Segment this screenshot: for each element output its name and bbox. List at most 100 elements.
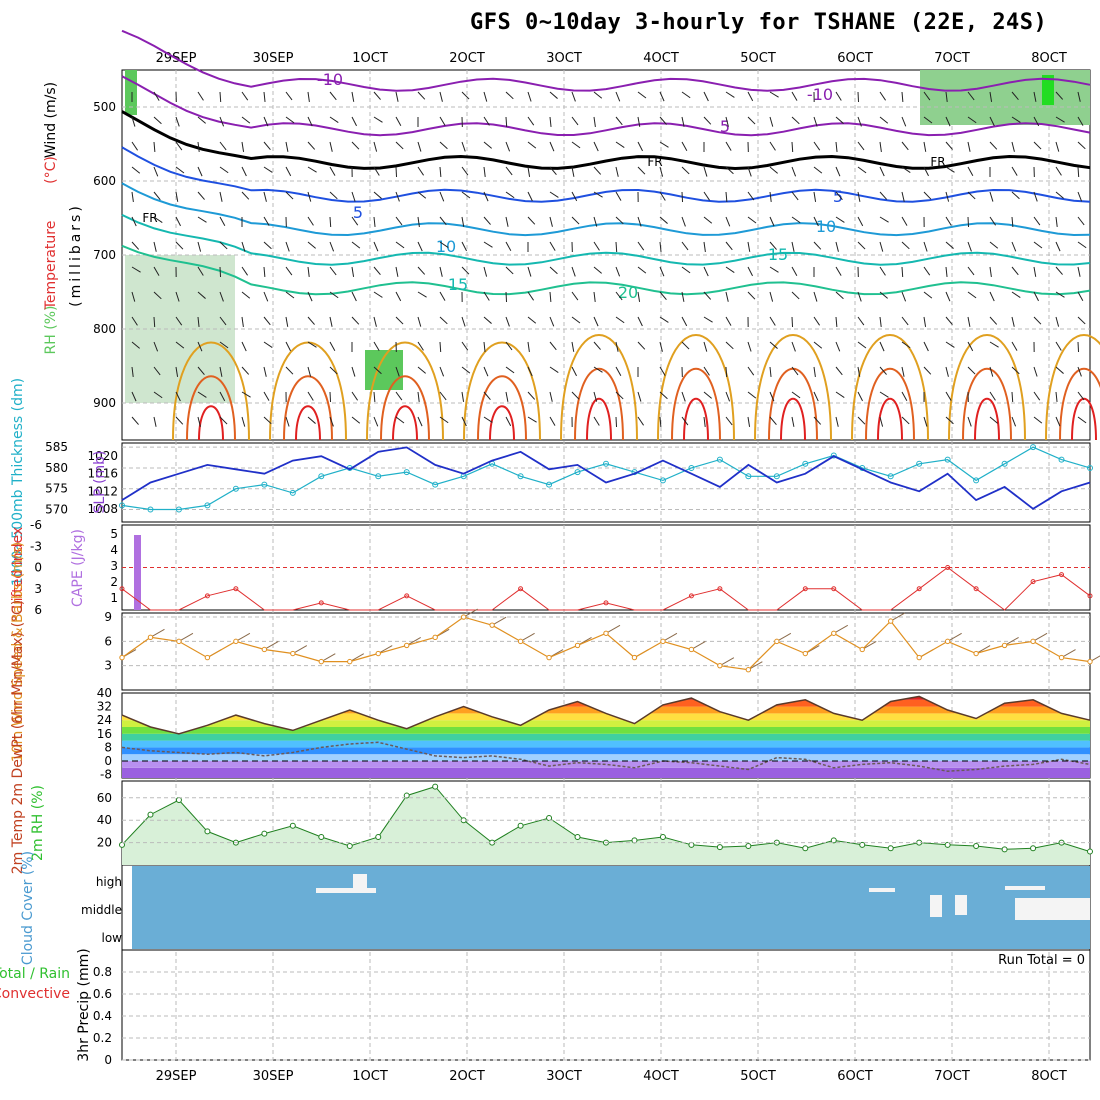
wind-barb (1077, 316, 1086, 325)
wind-barb (329, 341, 336, 351)
wind-speed-point (460, 614, 467, 620)
wind-barb (857, 416, 866, 425)
wind-speed-point (176, 638, 182, 645)
cloud-patch (316, 888, 376, 893)
wind-barb (241, 116, 251, 124)
wind-speed-point (233, 638, 239, 645)
wind-barb (857, 291, 862, 302)
wind-barb (989, 216, 997, 226)
rh2m-point (859, 841, 866, 848)
wind-barb (505, 191, 515, 199)
wind-barb (835, 366, 843, 376)
wind-speed-point (1030, 638, 1036, 645)
wind-barb (131, 366, 134, 377)
wind-barb (835, 91, 842, 101)
wind-barb (175, 216, 181, 227)
precip-total-label: Total / Rain (0, 966, 70, 982)
wind-barb (1055, 216, 1058, 227)
wind-barb (813, 391, 819, 402)
thickness-point (603, 460, 609, 467)
wind-barb (989, 91, 993, 102)
isotherm-line (121, 110, 1091, 171)
lifted-index-point (831, 586, 837, 592)
wind-barb (923, 316, 927, 327)
wind-barb (857, 116, 862, 127)
wind-barb (571, 291, 579, 301)
wind-barb (417, 291, 427, 298)
thickness-point (289, 489, 296, 496)
wind-barb (285, 91, 293, 101)
lifted-index-point (1030, 579, 1036, 585)
wind-barb (747, 266, 753, 277)
wind-barb (923, 291, 933, 299)
wind-barb (1077, 116, 1084, 126)
wind-barb (1077, 166, 1080, 178)
wind-barb (307, 91, 310, 102)
wind-barb (747, 216, 757, 224)
wind-barb (967, 191, 976, 200)
wind-barb (131, 241, 140, 250)
wind-barb (285, 291, 295, 299)
wind-barb (395, 391, 403, 401)
wind-barb (527, 391, 536, 400)
wind-barb (175, 341, 185, 349)
rh2m-area (122, 786, 1090, 865)
top-date-label: 8OCT (1031, 51, 1067, 66)
lifted-index-point (518, 586, 524, 592)
wind-barb (351, 416, 361, 424)
wind-barb (329, 416, 334, 427)
wind-barb (945, 191, 950, 202)
wind-barb (505, 116, 508, 128)
wind-speed-point (603, 630, 609, 636)
wind-barb (791, 316, 794, 328)
wind-barb (373, 291, 383, 298)
wind-barb (681, 241, 689, 251)
wind-barb (769, 316, 776, 326)
wind-barb (703, 166, 708, 177)
cape-tick: 2 (110, 575, 118, 589)
wind-barb (285, 316, 289, 327)
wind-barb (857, 366, 861, 377)
wind-barb (549, 91, 558, 99)
wind-barb (263, 341, 273, 349)
wind-barb (373, 141, 378, 152)
wind-barb (1055, 416, 1061, 427)
thickness-point (147, 506, 154, 513)
wind-barb (1055, 191, 1064, 199)
warm-contour (489, 405, 515, 441)
wind-barb (703, 116, 712, 125)
wind-barb (549, 116, 552, 127)
wind-barb (417, 316, 422, 327)
wind-barb (791, 341, 796, 352)
wind-barb (835, 191, 843, 200)
rh2m-point (887, 845, 894, 852)
temp-axis-label: 2m Temp 2m DewPt (6hr Min/Max) (°C) (10, 600, 26, 875)
wind-barb (483, 191, 489, 202)
wind-barb (681, 116, 685, 127)
wind-barb (879, 166, 885, 177)
wind-barb (1011, 166, 1018, 176)
wind-barb (923, 266, 931, 276)
wind-barb (153, 241, 157, 252)
wind-barb (329, 141, 333, 152)
wind-barb (879, 141, 882, 152)
warm-contour (283, 375, 333, 441)
wind-barb (417, 141, 422, 152)
wind-barb (483, 116, 490, 126)
warm-contour (657, 334, 735, 441)
thickness-point (716, 456, 723, 463)
wind-barb (835, 141, 838, 152)
wind-barb (131, 266, 141, 273)
wind-barb (483, 141, 492, 149)
rh2m-point (375, 834, 382, 840)
wind-barb (461, 141, 466, 152)
wind-barb (967, 366, 976, 375)
wind-barb (351, 366, 356, 377)
wind-barb (241, 191, 250, 200)
wind-barb (857, 216, 864, 227)
wind-barb (175, 416, 184, 425)
wind-barb (593, 341, 601, 350)
temp-tick: 32 (97, 700, 112, 714)
wind-barb (923, 341, 929, 352)
wind-barb (351, 291, 357, 302)
